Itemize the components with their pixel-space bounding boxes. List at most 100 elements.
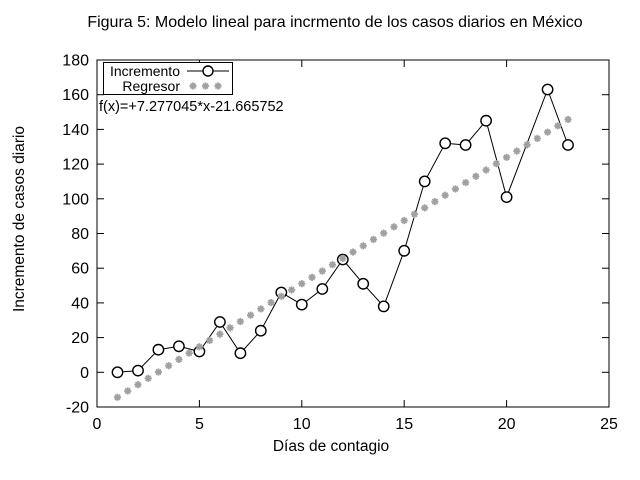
y-tick-label: 120 [62,157,89,174]
asterisk-marker [370,236,377,243]
asterisk-marker [165,362,172,369]
y-axis-label: Incremento de casos diario [11,125,28,313]
y-tick-label: 40 [71,295,89,312]
incremento-point [398,244,411,257]
asterisk-markers-icon [189,82,222,90]
incremento-point [562,139,574,151]
regression-equation: f(x)=+7.277045*x-21.665752 [99,99,284,115]
asterisk-marker [124,387,131,395]
asterisk-marker [206,337,213,344]
asterisk-marker [155,368,162,376]
incremento-point [254,324,267,337]
y-tick-label: 0 [80,365,89,382]
asterisk-marker [534,135,541,142]
incremento-point [213,316,226,328]
legend-item-regresor: Regresor [106,79,230,94]
y-tick-label: 60 [71,261,89,278]
asterisk-marker [145,375,152,382]
asterisk-marker [329,261,336,268]
asterisk-marker [298,280,305,287]
asterisk-marker [185,349,193,357]
asterisk-marker [288,286,295,294]
y-tick-label: 180 [62,53,89,70]
incremento-point [541,83,554,96]
asterisk-marker [360,242,367,249]
asterisk-marker [196,343,203,350]
regresor-series [113,115,572,401]
incremento-point [234,347,247,360]
asterisk-marker [226,324,234,332]
asterisk-marker [216,330,224,338]
asterisk-marker [278,293,285,300]
asterisk-marker [267,299,275,306]
asterisk-marker [390,223,398,230]
asterisk-marker [503,154,510,161]
incremento-point [418,175,431,188]
incremento-point [357,277,370,290]
asterisk-marker [175,356,183,363]
legend-label-incremento: Incremento [109,63,180,80]
y-tick-label: 160 [62,87,89,104]
asterisk-marker [257,305,265,313]
asterisk-marker [472,173,480,180]
asterisk-marker [441,192,449,199]
asterisk-marker [202,82,209,89]
asterisk-marker [482,166,490,174]
asterisk-marker [319,267,326,275]
asterisk-marker [493,160,500,167]
incremento-line [117,88,569,373]
x-tick-label: 20 [498,416,516,433]
x-tick-label: 25 [600,416,618,433]
asterisk-marker [189,82,197,89]
asterisk-marker [421,204,428,212]
asterisk-marker [114,394,121,401]
y-tick-label: 20 [71,330,89,347]
y-tick-label: -20 [66,400,89,417]
asterisk-marker [134,381,142,388]
asterisk-marker [411,211,418,218]
incremento-point [377,300,390,313]
incremento-point [480,114,492,127]
asterisk-marker [401,217,408,224]
asterisk-marker [523,141,531,148]
x-tick-label: 5 [195,416,204,433]
incremento-point [316,283,329,295]
x-axis-label: Días de contagio [272,438,390,455]
asterisk-marker [513,147,521,155]
line-circle-marker-icon [187,65,229,77]
asterisk-marker [339,255,346,262]
legend-label-regresor: Regresor [122,77,180,94]
incremento-point [295,298,308,311]
asterisk-marker [431,198,439,205]
x-tick-label: 10 [293,416,311,433]
y-tick-label: 100 [62,191,89,208]
asterisk-marker [247,312,254,319]
x-tick-label: 15 [395,416,413,433]
asterisk-marker [237,318,244,325]
asterisk-marker [554,122,561,129]
y-tick-label: 80 [71,226,89,243]
chart-title: Figura 5: Modelo lineal para incrmento d… [87,14,583,31]
incremento-point [439,137,452,150]
asterisk-marker [452,185,459,193]
incremento-point [500,191,513,204]
incremento-point [459,139,472,151]
incremento-point [111,366,124,379]
asterisk-marker [214,82,222,89]
y-tick-label: 140 [62,122,89,139]
legend: Incremento Regresor [103,62,233,95]
incremento-point [152,343,165,356]
asterisk-marker [544,128,551,136]
incremento-point [172,340,185,353]
asterisk-marker [564,116,572,123]
incremento-point [132,364,144,377]
legend-item-incremento: Incremento [106,64,230,79]
asterisk-marker [462,179,469,186]
x-tick-label: 0 [93,416,102,433]
asterisk-marker [308,274,316,281]
asterisk-marker [349,248,357,256]
incremento-series [111,83,574,379]
asterisk-marker [380,229,387,237]
